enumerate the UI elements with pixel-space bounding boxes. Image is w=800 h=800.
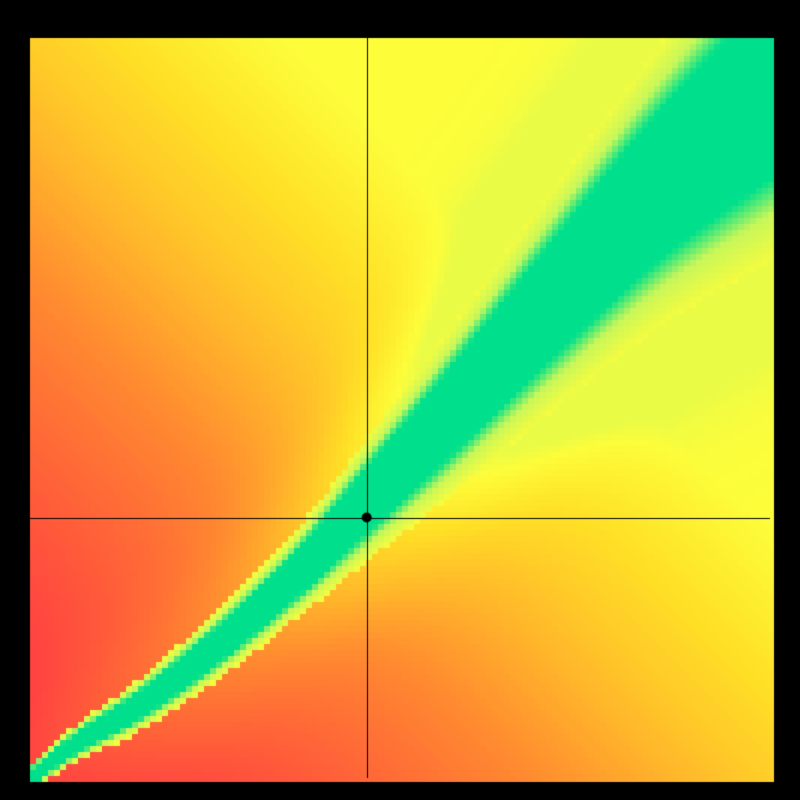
heatmap-canvas [0,0,800,800]
chart-root: { "watermark": { "text": "TheBottleneck.… [0,0,800,800]
watermark-text: TheBottleneck.com [561,10,764,36]
